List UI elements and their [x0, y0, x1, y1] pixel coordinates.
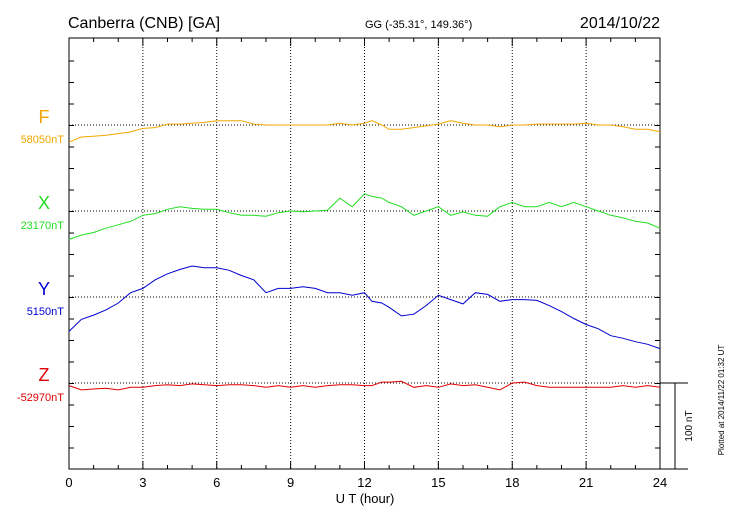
x-tick-label-0: 0 [65, 475, 72, 490]
series-line-X [68, 193, 661, 240]
x-axis: 0 3 6 9 12 15 18 21 24 [65, 38, 667, 490]
series-line-F [68, 120, 661, 143]
station-title: Canberra (CNB) [GA] [68, 15, 220, 32]
x-tick-label-18: 18 [505, 475, 519, 490]
x-tick-label-21: 21 [579, 475, 593, 490]
plotted-at-note: Plotted at 2014/11/22 01:32 UT [717, 345, 726, 456]
x-tick-label-9: 9 [287, 475, 294, 490]
x-tick-label-12: 12 [357, 475, 371, 490]
x-tick-label-15: 15 [431, 475, 445, 490]
series-lines [68, 120, 661, 391]
series-name-Z: Z [39, 365, 50, 385]
series-line-Y [68, 265, 661, 350]
plot-date: 2014/10/22 [580, 15, 660, 32]
series-name-Y: Y [38, 279, 50, 299]
series-baseline-X: 23170nT [21, 220, 65, 232]
series-baseline-Z: -52970nT [17, 392, 64, 404]
x-tick-label-6: 6 [213, 475, 220, 490]
series-baseline-F: 58050nT [21, 134, 65, 146]
scale-bar: 100 nT [660, 382, 695, 470]
grid-lines [69, 38, 660, 469]
station-coords: GG (-35.31°, 149.36°) [365, 19, 472, 31]
x-tick-label-24: 24 [653, 475, 667, 490]
series-labels: F 58050nT X 23170nT Y 5150nT Z -52970nT [17, 107, 64, 404]
scale-bar-label: 100 nT [684, 410, 695, 441]
x-tick-label-3: 3 [139, 475, 146, 490]
series-name-F: F [39, 107, 50, 127]
series-name-X: X [38, 193, 50, 213]
series-baseline-Y: 5150nT [27, 306, 65, 318]
x-axis-label: U T (hour) [336, 491, 395, 506]
series-line-Z [68, 380, 661, 391]
